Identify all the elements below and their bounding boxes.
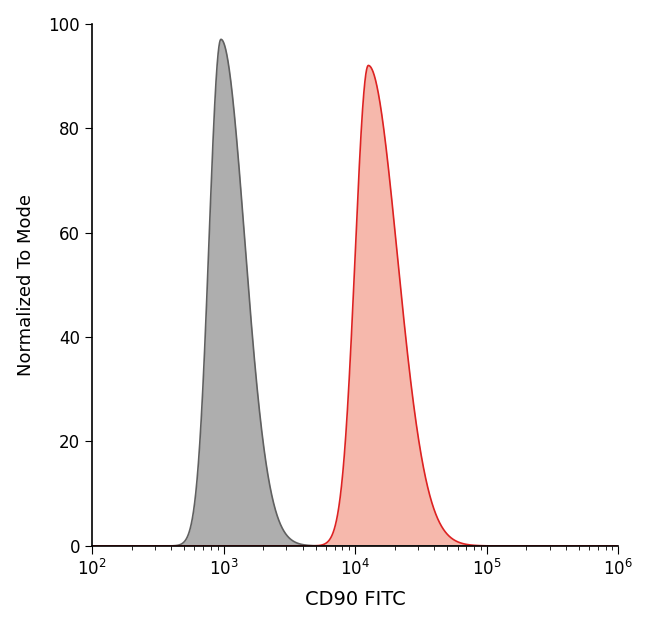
Y-axis label: Normalized To Mode: Normalized To Mode bbox=[17, 194, 34, 376]
X-axis label: CD90 FITC: CD90 FITC bbox=[305, 590, 406, 609]
